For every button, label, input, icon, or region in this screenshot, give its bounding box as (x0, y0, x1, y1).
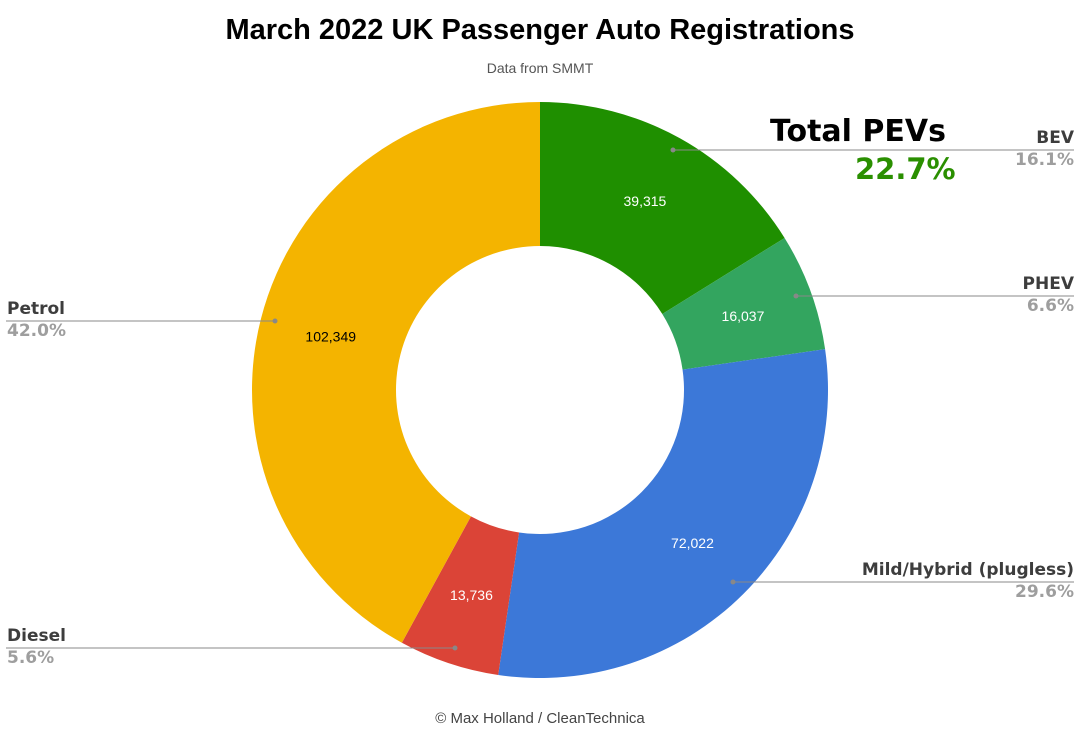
legend-label-mild-hybrid: Mild/Hybrid (plugless) 29.6% (861, 560, 1074, 602)
value-label: 72,022 (671, 535, 714, 551)
annotation-value: 22.7% (855, 152, 956, 186)
value-label: 39,315 (624, 193, 667, 209)
slice-diesel[interactable] (401, 516, 520, 675)
legend-label-bev: BEV 16.1% (1015, 128, 1074, 170)
chart-credit: © Max Holland / CleanTechnica (435, 710, 645, 727)
value-label: 13,736 (450, 587, 493, 603)
chart-title: March 2022 UK Passenger Auto Registratio… (225, 14, 855, 46)
slice-petrol[interactable] (251, 102, 540, 643)
legend-label-phev: PHEV 6.6% (1022, 274, 1074, 316)
value-label: 16,037 (722, 308, 765, 324)
slice-bev[interactable] (540, 102, 785, 314)
value-label: 102,349 (305, 329, 356, 345)
slice-phev[interactable] (662, 237, 826, 370)
legend-label-diesel: Diesel 5.6% (7, 626, 66, 668)
annotation-title: Total PEVs (770, 114, 946, 149)
slice-mild-hybrid-plugless[interactable] (498, 349, 828, 678)
legend-label-petrol: Petrol 42.0% (7, 299, 66, 341)
chart-subtitle: Data from SMMT (486, 60, 594, 76)
